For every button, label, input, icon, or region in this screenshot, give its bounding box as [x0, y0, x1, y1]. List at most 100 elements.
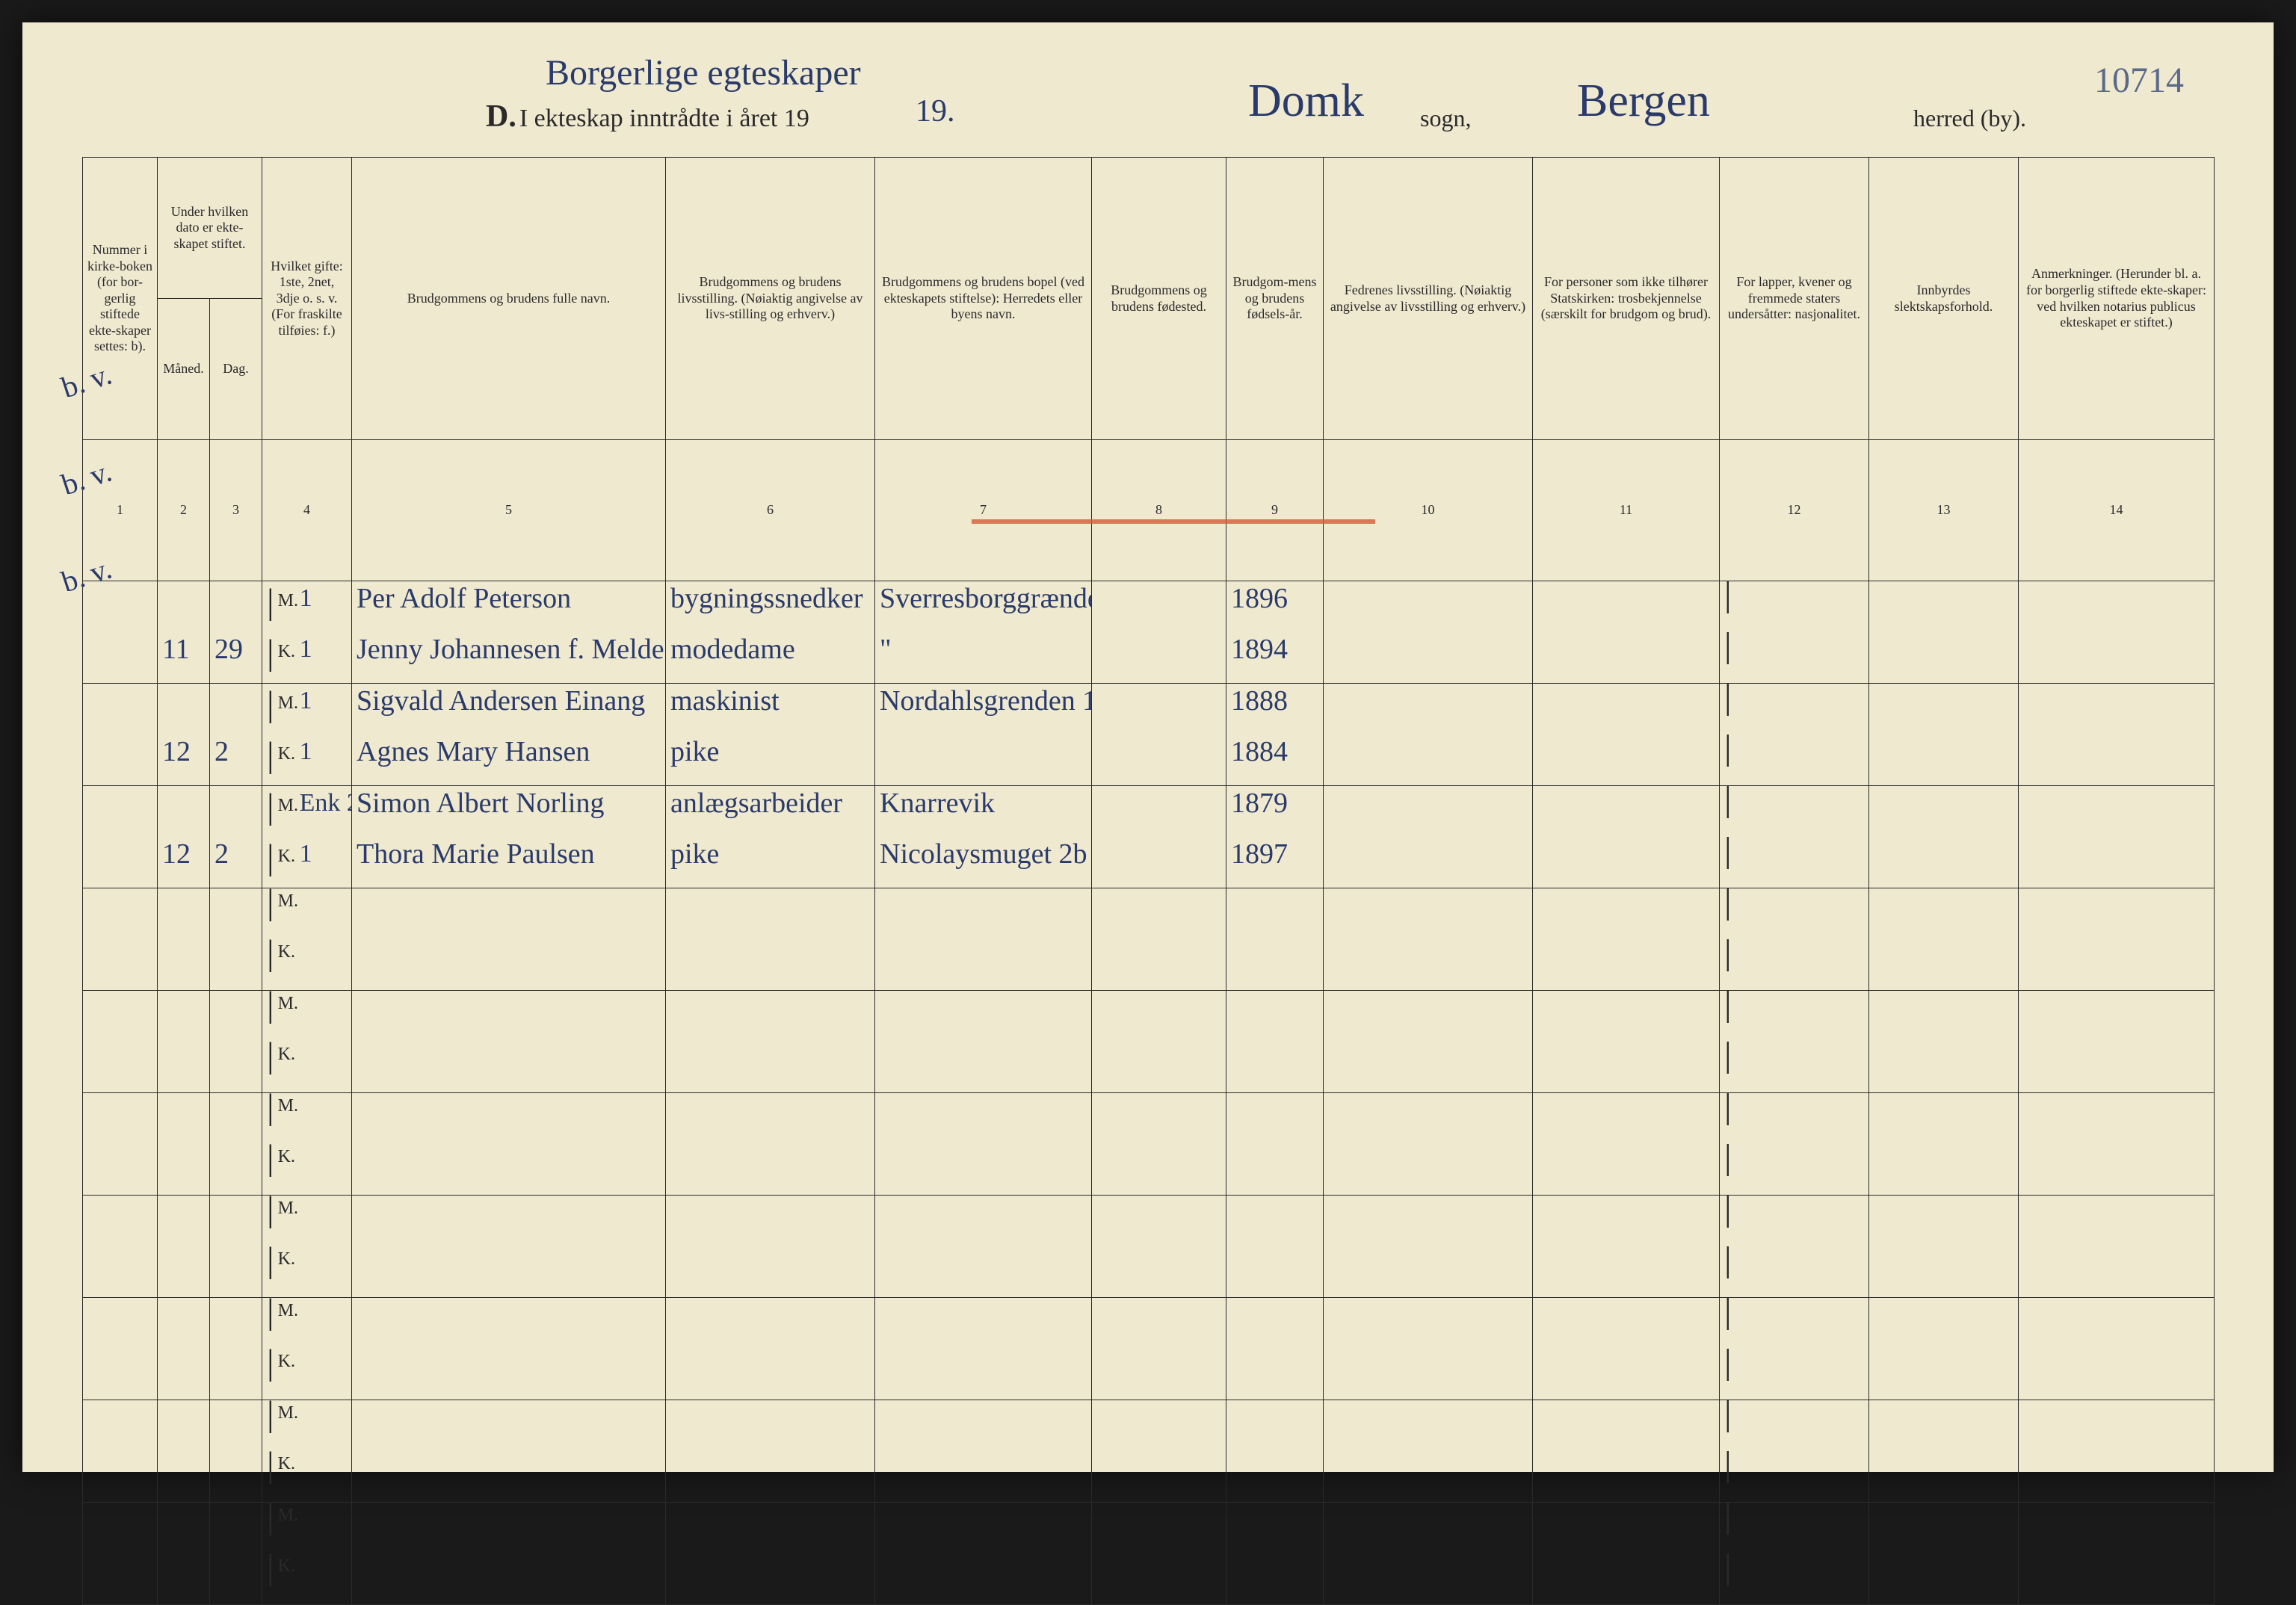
cell-tro: [1533, 888, 1720, 940]
cell-stilling: [666, 939, 875, 991]
cell-name: [352, 939, 666, 991]
cell-gifte: | K. 1: [262, 735, 352, 786]
cell-fodested: [1092, 837, 1226, 888]
cell-day: [210, 1093, 262, 1145]
cell-month: [158, 1400, 210, 1452]
cell-tro: [1533, 1196, 1720, 1247]
cell-name: Thora Marie Paulsen: [352, 837, 666, 888]
cell-nummer: [83, 1451, 158, 1503]
cell-stilling: pike: [666, 735, 875, 786]
cell-stilling: [666, 1349, 875, 1400]
col-num: 8: [1092, 440, 1226, 581]
cell-nummer: [83, 1553, 158, 1605]
cell-fodested: [1092, 1298, 1226, 1349]
cell-slekt: [1869, 1246, 2019, 1298]
cell-nasj: |: [1720, 581, 1869, 633]
cell-nasj: |: [1720, 888, 1869, 940]
cell-month: [158, 1451, 210, 1503]
cell-day: 2: [210, 735, 262, 786]
cell-month: [158, 1503, 210, 1554]
cell-day: [210, 1451, 262, 1503]
cell-month: [158, 1144, 210, 1196]
cell-fedrene: [1324, 1400, 1533, 1452]
cell-slekt: [1869, 1196, 2019, 1247]
cell-fodested: [1092, 1349, 1226, 1400]
cell-fodested: [1092, 684, 1226, 735]
cell-aar: 1888: [1226, 684, 1324, 735]
cell-aar: 1896: [1226, 581, 1324, 633]
cell-fodested: [1092, 991, 1226, 1042]
cell-slekt: [1869, 837, 2019, 888]
cell-month: [158, 1349, 210, 1400]
cell-nummer: [83, 1298, 158, 1349]
cell-name: Jenny Johannesen f. Melde: [352, 632, 666, 684]
cell-name: [352, 1093, 666, 1145]
cell-nasj: |: [1720, 1246, 1869, 1298]
cell-aar: [1226, 1400, 1324, 1452]
cell-aar: [1226, 1349, 1324, 1400]
cell-anm: [2019, 786, 2215, 838]
cell-stilling: [666, 1451, 875, 1503]
col-header: Innbyrdes slektskapsforhold.: [1869, 158, 2019, 440]
cell-slekt: [1869, 1093, 2019, 1145]
cell-day: [210, 888, 262, 940]
cell-bopel: [875, 1298, 1092, 1349]
cell-slekt: [1869, 939, 2019, 991]
cell-fodested: [1092, 632, 1226, 684]
cell-tro: [1533, 786, 1720, 838]
cell-month: [158, 786, 210, 838]
cell-fedrene: [1324, 837, 1533, 888]
col-header: Brudgommens og brudens fødested.: [1092, 158, 1226, 440]
table-row-empty: | M.|: [83, 1400, 2215, 1452]
red-correction-line: [972, 519, 1375, 524]
cell-bopel: [875, 1503, 1092, 1554]
cell-anm: [2019, 1042, 2215, 1093]
cell-nummer: [83, 837, 158, 888]
header-sogn-label: sogn,: [1420, 105, 1471, 132]
cell-slekt: [1869, 1349, 2019, 1400]
cell-day: [210, 1144, 262, 1196]
cell-nummer: [83, 1400, 158, 1452]
col-header: For lapper, kvener og fremmede staters u…: [1720, 158, 1869, 440]
cell-month: [158, 991, 210, 1042]
table-head-num-row: 1 2 3 4 5 6 7 8 9 10 11 12 13 14: [83, 440, 2215, 581]
cell-month: [158, 684, 210, 735]
cell-aar: [1226, 939, 1324, 991]
cell-gifte: | K. 1: [262, 837, 352, 888]
cell-day: [210, 1400, 262, 1452]
cell-fedrene: [1324, 1553, 1533, 1605]
col-num: 9: [1226, 440, 1324, 581]
col-header: Hvilket gifte: 1ste, 2net, 3dje o. s. v.…: [262, 158, 352, 440]
cell-tro: [1533, 1553, 1720, 1605]
cell-tro: [1533, 735, 1720, 786]
cell-anm: [2019, 581, 2215, 633]
cell-gifte: | K.: [262, 1451, 352, 1503]
cell-bopel: [875, 1042, 1092, 1093]
cell-gifte: | K.: [262, 939, 352, 991]
cell-bopel: [875, 991, 1092, 1042]
cell-nummer: [83, 1042, 158, 1093]
cell-day: [210, 1298, 262, 1349]
cell-fodested: [1092, 786, 1226, 838]
cell-slekt: [1869, 991, 2019, 1042]
cell-slekt: [1869, 632, 2019, 684]
cell-month: [158, 1298, 210, 1349]
cell-slekt: [1869, 1144, 2019, 1196]
cell-gifte: | K. 1: [262, 632, 352, 684]
cell-month: [158, 888, 210, 940]
table-row-empty: | K.|: [83, 939, 2215, 991]
col-num: 12: [1720, 440, 1869, 581]
col-num: 13: [1869, 440, 2019, 581]
cell-gifte: | M. Enk 2: [262, 786, 352, 838]
cell-name: [352, 1503, 666, 1554]
cell-fodested: [1092, 939, 1226, 991]
cell-nasj: |: [1720, 1503, 1869, 1554]
cell-month: 12: [158, 735, 210, 786]
table-row-bride: 122| K. 1Agnes Mary Hansenpike1884|: [83, 735, 2215, 786]
cell-day: [210, 1246, 262, 1298]
cell-tro: [1533, 1400, 1720, 1452]
cell-month: [158, 1042, 210, 1093]
cell-tro: [1533, 837, 1720, 888]
table-head: Nummer i kirke-boken (for bor-gerlig sti…: [83, 158, 2215, 581]
header-year-written: 19.: [916, 93, 955, 129]
